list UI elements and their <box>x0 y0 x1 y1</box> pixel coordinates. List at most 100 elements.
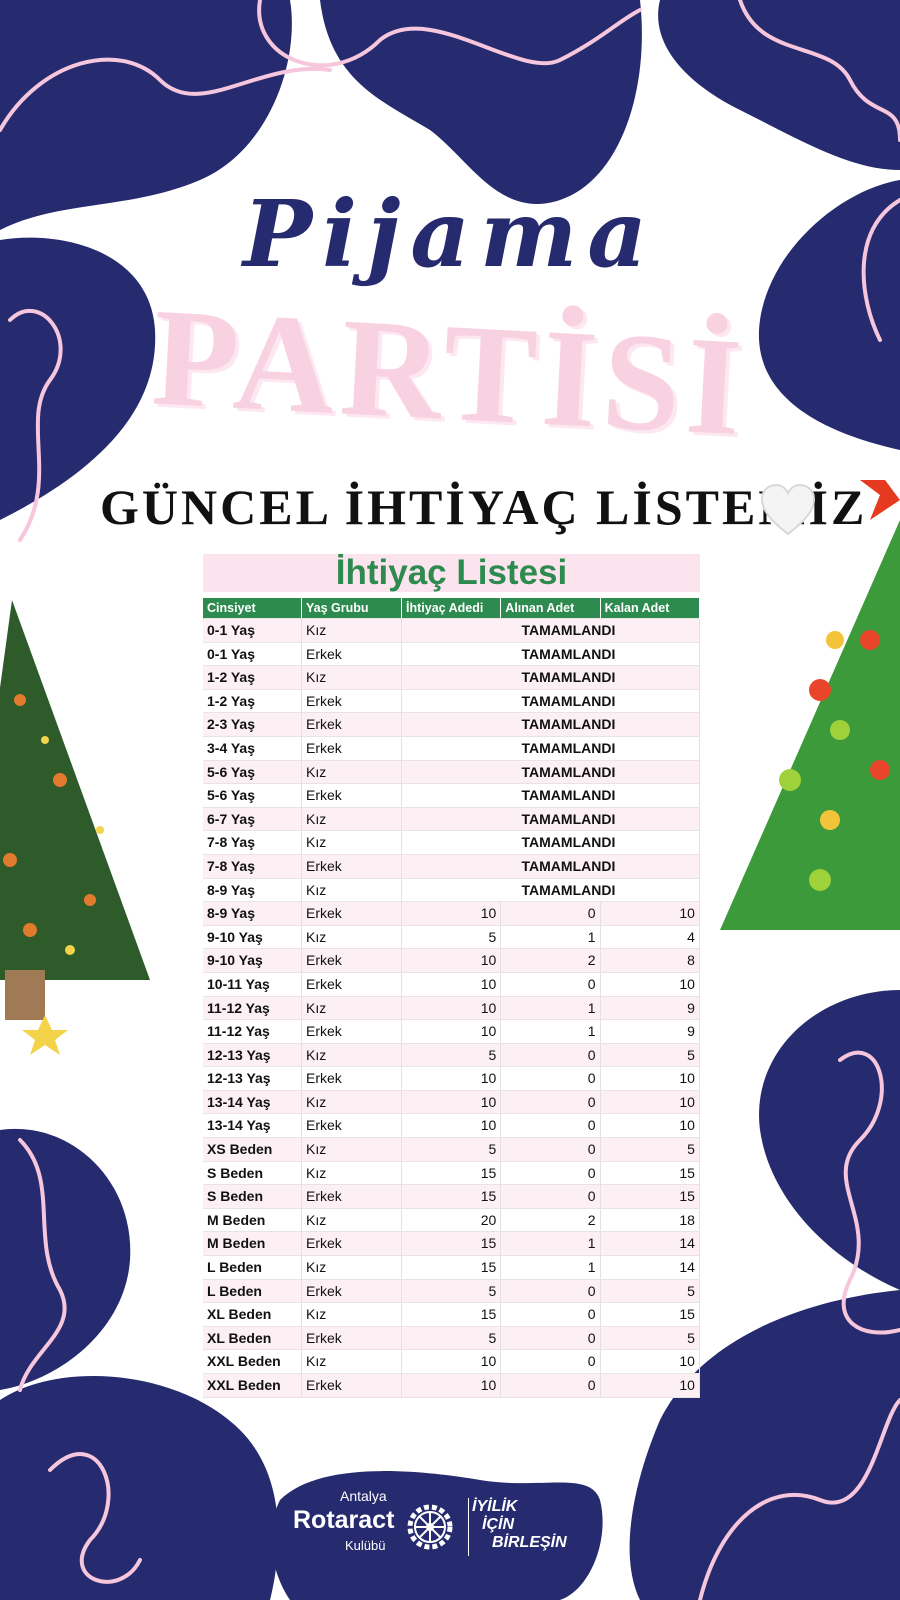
need-cell: 10 <box>402 1350 502 1373</box>
slogan-line: İYİLİK <box>472 1498 518 1515</box>
status-cell: TAMAMLANDI <box>402 878 700 902</box>
table-body: 0-1 Yaş Kız TAMAMLANDI 0-1 Yaş Erkek TAMAMLAN… <box>203 619 700 1398</box>
gender-cell: Kız <box>302 831 402 854</box>
table-header: Cinsiyet Yaş Grubu İhtiyaç Adedi Alınan … <box>203 598 700 619</box>
group-cell: XL Beden <box>203 1303 302 1326</box>
group-cell: 5-6 Yaş <box>203 760 302 784</box>
group-cell: 3-4 Yaş <box>203 736 302 760</box>
received-cell: 0 <box>501 1185 601 1208</box>
title-script: Pijama <box>243 180 657 288</box>
table-row: XS Beden Kız 5 0 5 <box>203 1138 700 1162</box>
remaining-cell: 9 <box>601 996 700 1020</box>
gender-cell: Kız <box>302 1256 402 1279</box>
blob-bottom-left <box>0 1376 279 1600</box>
group-cell: 11-12 Yaş <box>203 996 302 1020</box>
remaining-cell: 10 <box>601 1350 700 1373</box>
group-cell: M Beden <box>203 1208 302 1232</box>
group-cell: 0-1 Yaş <box>203 619 302 642</box>
gender-cell: Erkek <box>302 1279 402 1303</box>
gender-cell: Kız <box>302 878 402 902</box>
group-cell: 11-12 Yaş <box>203 1020 302 1043</box>
need-cell: 10 <box>402 972 502 996</box>
table-row: S Beden Kız 15 0 15 <box>203 1161 700 1186</box>
group-cell: XXL Beden <box>203 1374 302 1397</box>
received-cell: 0 <box>501 972 601 996</box>
remaining-cell: 4 <box>601 925 700 949</box>
table-row: 8-9 Yaş Kız TAMAMLANDI <box>203 878 700 903</box>
remaining-cell: 10 <box>601 902 700 925</box>
received-cell: 2 <box>501 949 601 972</box>
need-cell: 10 <box>402 902 502 925</box>
status-cell: TAMAMLANDI <box>402 760 700 784</box>
received-cell: 0 <box>501 1350 601 1373</box>
received-cell: 1 <box>501 1020 601 1043</box>
remaining-cell: 10 <box>601 1090 700 1114</box>
gender-cell: Erkek <box>302 713 402 736</box>
remaining-cell: 15 <box>601 1303 700 1326</box>
gender-cell: Kız <box>302 807 402 831</box>
received-cell: 1 <box>501 996 601 1020</box>
status-cell: TAMAMLANDI <box>402 784 700 807</box>
remaining-cell: 9 <box>601 1020 700 1043</box>
received-cell: 0 <box>501 1326 601 1350</box>
gender-cell: Kız <box>302 996 402 1020</box>
remaining-cell: 10 <box>601 1114 700 1138</box>
gender-cell: Kız <box>302 1350 402 1373</box>
slogan-line: BİRLEŞİN <box>492 1534 567 1551</box>
gender-cell: Erkek <box>302 1067 402 1090</box>
group-cell: 8-9 Yaş <box>203 902 302 925</box>
status-cell: TAMAMLANDI <box>402 689 700 713</box>
column-header: Kalan Adet <box>601 598 700 618</box>
received-cell: 0 <box>501 1067 601 1090</box>
received-cell: 0 <box>501 1043 601 1067</box>
gender-cell: Erkek <box>302 1326 402 1350</box>
status-cell: TAMAMLANDI <box>402 666 700 689</box>
table-row: 3-4 Yaş Erkek TAMAMLANDI <box>203 736 700 761</box>
table-row: 11-12 Yaş Erkek 10 1 9 <box>203 1020 700 1044</box>
table-row: L Beden Kız 15 1 14 <box>203 1256 700 1280</box>
gender-cell: Kız <box>302 1138 402 1161</box>
table-row: 12-13 Yaş Kız 5 0 5 <box>203 1043 700 1068</box>
table-row: 8-9 Yaş Erkek 10 0 10 <box>203 902 700 926</box>
christmas-tree-right-icon <box>720 480 900 930</box>
column-header: Cinsiyet <box>203 598 302 618</box>
group-cell: 7-8 Yaş <box>203 831 302 854</box>
status-cell: TAMAMLANDI <box>402 831 700 854</box>
table-row: 9-10 Yaş Erkek 10 2 8 <box>203 949 700 973</box>
remaining-cell: 5 <box>601 1326 700 1350</box>
need-cell: 10 <box>402 996 502 1020</box>
remaining-cell: 5 <box>601 1138 700 1161</box>
blob-bottom-center <box>271 1471 603 1600</box>
status-cell: TAMAMLANDI <box>402 642 700 666</box>
group-cell: S Beden <box>203 1185 302 1208</box>
subtitle: GÜNCEL İHTİYAÇ LİSTEMİZ <box>100 479 868 535</box>
logo-club: Kulübü <box>345 1538 386 1553</box>
table-row: 1-2 Yaş Kız TAMAMLANDI <box>203 666 700 690</box>
gender-cell: Erkek <box>302 736 402 760</box>
logo-city: Antalya <box>340 1488 387 1504</box>
table-row: 7-8 Yaş Erkek TAMAMLANDI <box>203 854 700 879</box>
group-cell: 13-14 Yaş <box>203 1090 302 1114</box>
group-cell: S Beden <box>203 1161 302 1185</box>
gender-cell: Erkek <box>302 689 402 713</box>
remaining-cell: 10 <box>601 1374 700 1397</box>
status-cell: TAMAMLANDI <box>402 619 700 642</box>
need-cell: 15 <box>402 1303 502 1326</box>
table-row: 12-13 Yaş Erkek 10 0 10 <box>203 1067 700 1091</box>
need-cell: 10 <box>402 949 502 972</box>
table-row: XL Beden Kız 15 0 15 <box>203 1303 700 1327</box>
gender-cell: Kız <box>302 1208 402 1232</box>
remaining-cell: 15 <box>601 1185 700 1208</box>
remaining-cell: 18 <box>601 1208 700 1232</box>
received-cell: 0 <box>501 1114 601 1138</box>
table-row: 9-10 Yaş Kız 5 1 4 <box>203 925 700 950</box>
received-cell: 0 <box>501 1303 601 1326</box>
table-row: 5-6 Yaş Kız TAMAMLANDI <box>203 760 700 785</box>
gender-cell: Erkek <box>302 1374 402 1397</box>
table-row: 0-1 Yaş Kız TAMAMLANDI <box>203 619 700 643</box>
blob-left-lower <box>0 1128 131 1390</box>
group-cell: 0-1 Yaş <box>203 642 302 666</box>
received-cell: 1 <box>501 1256 601 1279</box>
blob-top-center <box>320 0 642 204</box>
need-cell: 15 <box>402 1185 502 1208</box>
